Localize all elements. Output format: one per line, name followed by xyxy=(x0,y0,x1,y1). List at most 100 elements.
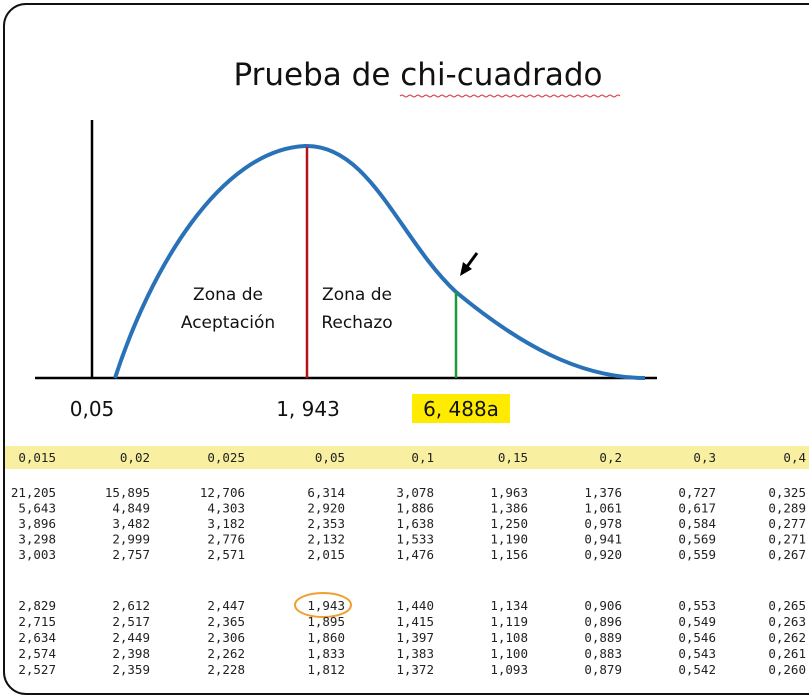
table-cell: 1,190 xyxy=(490,532,528,547)
header-cell: 0,3 xyxy=(693,450,716,465)
table-cell: 3,298 xyxy=(18,532,56,547)
table-cell: 21,205 xyxy=(11,485,56,500)
table-cell: 0,261 xyxy=(768,646,806,661)
table-cell: 0,879 xyxy=(584,662,622,677)
table-cell: 3,482 xyxy=(112,516,150,531)
arrow-head xyxy=(460,262,472,276)
header-cell: 0,025 xyxy=(207,450,245,465)
table-cell: 2,757 xyxy=(112,547,150,562)
table-cell: 3,078 xyxy=(396,485,434,500)
table-cell: 2,398 xyxy=(112,646,150,661)
table-cell: 2,132 xyxy=(307,532,345,547)
table-cell: 1,638 xyxy=(396,516,434,531)
table-cell: 2,920 xyxy=(307,501,345,516)
table-cell: 0,727 xyxy=(678,485,716,500)
table-cell: 2,359 xyxy=(112,662,150,677)
table-cell: 1,372 xyxy=(396,662,434,677)
table-cell: 1,386 xyxy=(490,501,528,516)
header-band xyxy=(5,446,809,469)
zone-label: Zona de xyxy=(322,285,392,305)
chi-curve xyxy=(113,143,646,380)
table-cell: 0,617 xyxy=(678,501,716,516)
table-cell: 1,476 xyxy=(396,547,434,562)
table-cell: 1,061 xyxy=(584,501,622,516)
table-cell: 3,896 xyxy=(18,516,56,531)
table-cell: 2,574 xyxy=(18,646,56,661)
table-cell: 4,849 xyxy=(112,501,150,516)
table-cell: 0,906 xyxy=(584,598,622,613)
table-cell: 1,119 xyxy=(490,614,528,629)
table-cell: 0,896 xyxy=(584,614,622,629)
table-cell: 1,250 xyxy=(490,516,528,531)
table-cell: 1,108 xyxy=(490,630,528,645)
header-cell: 0,15 xyxy=(498,450,528,465)
table-cell: 2,517 xyxy=(112,614,150,629)
table-cell: 0,289 xyxy=(768,501,806,516)
table-cell: 1,886 xyxy=(396,501,434,516)
table-cell: 0,267 xyxy=(768,547,806,562)
table-cell: 0,883 xyxy=(584,646,622,661)
table-cell: 0,260 xyxy=(768,662,806,677)
header-cell: 0,2 xyxy=(599,450,622,465)
header-cell: 0,1 xyxy=(411,450,434,465)
table-cell: 1,383 xyxy=(396,646,434,661)
table-cell: 1,963 xyxy=(490,485,528,500)
table-cell: 1,156 xyxy=(490,547,528,562)
table-cell: 1,943 xyxy=(307,598,345,613)
table-cell: 0,559 xyxy=(678,547,716,562)
table-cell: 1,415 xyxy=(396,614,434,629)
table-cell: 1,833 xyxy=(307,646,345,661)
table-cell: 0,889 xyxy=(584,630,622,645)
table-cell: 0,920 xyxy=(584,547,622,562)
header-cell: 0,015 xyxy=(18,450,56,465)
table-cell: 12,706 xyxy=(200,485,245,500)
highlight-circle xyxy=(294,592,352,618)
title: Prueba de chi-cuadrado xyxy=(234,57,603,93)
table-cell: 5,643 xyxy=(18,501,56,516)
table-cell: 2,228 xyxy=(207,662,245,677)
table-cell: 3,182 xyxy=(207,516,245,531)
table-cell: 0,263 xyxy=(768,614,806,629)
table-cell: 3,003 xyxy=(18,547,56,562)
table-cell: 0,277 xyxy=(768,516,806,531)
table-cell: 0,941 xyxy=(584,532,622,547)
table-cell: 1,100 xyxy=(490,646,528,661)
header-cell: 0,05 xyxy=(315,450,345,465)
table-cell: 2,715 xyxy=(18,614,56,629)
table-cell: 2,999 xyxy=(112,532,150,547)
table-cell: 15,895 xyxy=(105,485,150,500)
axis-label: 6, 488a xyxy=(423,397,499,421)
highlight xyxy=(412,394,510,423)
table-cell: 0,543 xyxy=(678,646,716,661)
table-cell: 0,271 xyxy=(768,532,806,547)
table-cell: 1,376 xyxy=(584,485,622,500)
arrow xyxy=(464,252,479,269)
axis-label: 0,05 xyxy=(70,397,115,421)
table-cell: 0,584 xyxy=(678,516,716,531)
table-cell: 2,353 xyxy=(307,516,345,531)
header-cell: 0,02 xyxy=(120,450,150,465)
table-cell: 2,015 xyxy=(307,547,345,562)
zone-label: Rechazo xyxy=(321,313,392,333)
card-border xyxy=(3,3,809,695)
table-cell: 0,549 xyxy=(678,614,716,629)
table-cell: 1,895 xyxy=(307,614,345,629)
table-cell: 1,134 xyxy=(490,598,528,613)
table-cell: 0,978 xyxy=(584,516,622,531)
table-cell: 2,306 xyxy=(207,630,245,645)
table-cell: 1,093 xyxy=(490,662,528,677)
table-cell: 0,262 xyxy=(768,630,806,645)
table-cell: 2,829 xyxy=(18,598,56,613)
header-cell: 0,4 xyxy=(783,450,806,465)
table-cell: 0,542 xyxy=(678,662,716,677)
table-cell: 2,262 xyxy=(207,646,245,661)
table-cell: 2,571 xyxy=(207,547,245,562)
table-cell: 2,447 xyxy=(207,598,245,613)
table-cell: 1,440 xyxy=(396,598,434,613)
table-cell: 2,612 xyxy=(112,598,150,613)
zone-label: Aceptación xyxy=(181,313,275,333)
table-cell: 1,533 xyxy=(396,532,434,547)
table-cell: 0,569 xyxy=(678,532,716,547)
table-cell: 0,546 xyxy=(678,630,716,645)
